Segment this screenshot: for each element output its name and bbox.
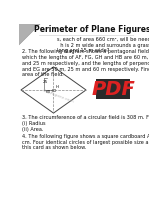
Text: s, each of area 660 cm², will be needed to pave a
  h is 2 m wide and surrounds : s, each of area 660 cm², will be needed … [57,37,149,53]
Text: 2. The following diagram shows a pentagonal field FGABCDE in
which the lengths o: 2. The following diagram shows a pentago… [22,49,149,77]
Text: Perimeter of Plane Figures: Perimeter of Plane Figures [34,25,149,34]
Text: 25: 25 [43,80,48,84]
Text: 60: 60 [46,90,51,94]
Text: TestPaperz.com: TestPaperz.com [41,89,74,104]
FancyBboxPatch shape [96,79,130,99]
Text: 3. The circumference of a circular field is 308 m. Find its
(i) Radius
(ii) Area: 3. The circumference of a circular field… [22,115,149,132]
Bar [52,89,55,91]
Text: H: H [56,85,59,89]
Text: 4. The following figure shows a square cardboard ABCD of side 28
cm. Four identi: 4. The following figure shows a square c… [22,134,149,150]
Polygon shape [19,24,40,45]
Text: PDF: PDF [91,80,135,99]
